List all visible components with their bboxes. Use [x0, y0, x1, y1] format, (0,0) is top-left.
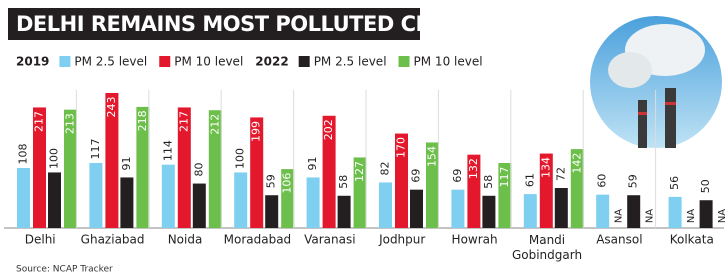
- x-tick-label: Delhi: [25, 233, 56, 247]
- bar: [162, 165, 175, 228]
- legend-label: PM 10 level: [414, 55, 483, 69]
- value-label: 50: [699, 179, 712, 193]
- value-label: 91: [120, 156, 133, 170]
- value-label: 60: [596, 174, 609, 188]
- legend-swatch: [59, 56, 70, 67]
- value-label: 106: [281, 173, 294, 194]
- bar: [17, 168, 30, 228]
- legend-label: PM 2.5 level: [314, 55, 387, 69]
- value-label: 154: [426, 146, 439, 167]
- bar: [307, 177, 320, 228]
- value-label: NA: [686, 209, 697, 223]
- bar: [627, 195, 640, 228]
- value-label: 58: [337, 175, 350, 189]
- legend-swatch: [399, 56, 410, 67]
- bar: [89, 163, 102, 228]
- x-tick-label: Kolkata: [670, 233, 714, 247]
- value-label: 117: [89, 139, 102, 160]
- value-label: 108: [17, 144, 30, 165]
- value-label: 58: [482, 175, 495, 189]
- value-label: NA: [717, 209, 728, 223]
- x-tick-label: Varanasi: [304, 233, 355, 247]
- legend-swatch: [299, 56, 310, 67]
- value-label: 142: [570, 153, 583, 174]
- value-label: 91: [306, 156, 319, 170]
- legend-group: 2022: [255, 55, 288, 69]
- value-label: 212: [208, 114, 221, 135]
- value-label: 82: [379, 161, 392, 175]
- value-label: 217: [33, 111, 46, 132]
- bar: [234, 172, 247, 228]
- value-label: 213: [64, 113, 77, 134]
- bar: [338, 196, 351, 228]
- x-tick-label: Asansol: [596, 233, 642, 247]
- x-tick-label: Moradabad: [224, 233, 292, 247]
- bar: [482, 196, 495, 228]
- chart: DELHI REMAINS MOST POLLUTED CITY Source:…: [0, 0, 728, 277]
- bar: [265, 195, 278, 228]
- value-label: 56: [668, 176, 681, 190]
- bar: [555, 188, 568, 228]
- bar: [410, 190, 423, 228]
- source: Source: NCAP Tracker: [16, 265, 113, 275]
- value-label: 59: [265, 174, 278, 188]
- value-label: 217: [177, 111, 190, 132]
- legend-group: 2019: [16, 55, 49, 69]
- chart-title: DELHI REMAINS MOST POLLUTED CITY: [16, 12, 453, 36]
- value-label: 69: [451, 169, 464, 183]
- legend-label: PM 10 level: [174, 55, 243, 69]
- bar: [596, 195, 609, 228]
- value-label: 202: [322, 119, 335, 140]
- value-label: 59: [627, 174, 640, 188]
- value-label: 127: [353, 161, 366, 182]
- bar: [48, 172, 61, 228]
- value-label: 132: [467, 158, 480, 179]
- value-label: 80: [192, 163, 205, 177]
- x-tick-label: Ghaziabad: [81, 233, 145, 247]
- value-label: 117: [498, 167, 511, 188]
- x-tick-label: Noida: [168, 233, 203, 247]
- value-label: 100: [234, 148, 247, 169]
- value-label: 114: [161, 140, 174, 161]
- value-label: 61: [523, 173, 536, 187]
- value-label: 69: [410, 169, 423, 183]
- value-label: NA: [645, 209, 656, 223]
- bar: [669, 197, 682, 228]
- bar: [379, 182, 392, 228]
- legend-label: PM 2.5 level: [74, 55, 147, 69]
- value-label: 72: [554, 167, 567, 181]
- value-label: 170: [395, 137, 408, 158]
- value-label: NA: [614, 209, 625, 223]
- x-tick-label: Howrah: [452, 233, 498, 247]
- bar: [524, 194, 537, 228]
- legend-swatch: [159, 56, 170, 67]
- bar: [451, 190, 464, 228]
- value-label: 100: [48, 148, 61, 169]
- value-label: 134: [539, 157, 552, 178]
- value-label: 243: [105, 96, 118, 117]
- value-label: 218: [136, 110, 149, 131]
- value-label: 199: [250, 121, 263, 142]
- bar: [120, 177, 133, 228]
- bar: [193, 184, 206, 228]
- x-tick-label: Jodhpur: [378, 233, 425, 247]
- bar: [700, 200, 713, 228]
